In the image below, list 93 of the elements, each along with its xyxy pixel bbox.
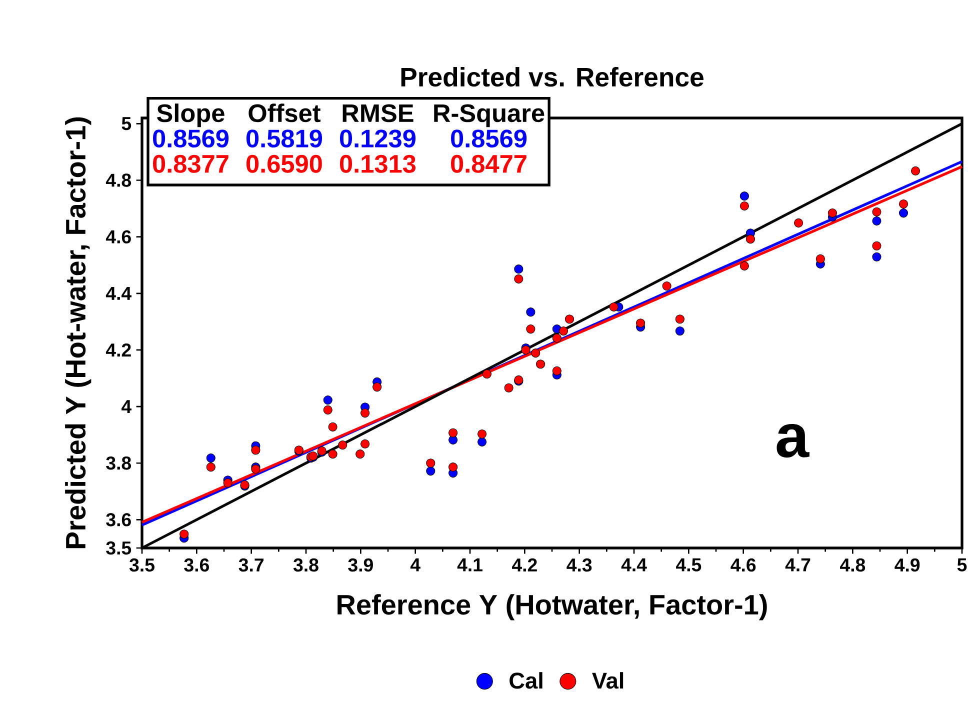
point xyxy=(828,208,837,218)
x-tick-label: 3.7 xyxy=(238,558,264,572)
x-tick-label: 3.9 xyxy=(348,558,373,572)
point xyxy=(356,450,365,459)
point xyxy=(180,530,189,539)
point xyxy=(898,208,908,218)
point xyxy=(426,466,436,476)
point xyxy=(609,302,618,312)
point xyxy=(206,462,216,472)
point xyxy=(223,478,232,488)
point xyxy=(206,454,216,463)
point xyxy=(372,382,382,392)
x-tick-label: 4.8 xyxy=(840,558,866,572)
point xyxy=(558,326,568,336)
x-tick-label: 4.6 xyxy=(730,558,756,572)
x-tick-label: 4.3 xyxy=(566,558,592,572)
point xyxy=(514,264,524,274)
point xyxy=(526,308,536,317)
x-tick-label: 3.8 xyxy=(293,558,318,572)
point xyxy=(338,440,348,450)
point xyxy=(740,201,749,211)
annotation: 0.5819 xyxy=(246,130,322,148)
legend-label: Cal xyxy=(510,672,542,689)
x-tick-label: 3.6 xyxy=(184,558,209,572)
chart-title: Predicted vs. Reference xyxy=(401,67,704,87)
point xyxy=(552,366,562,376)
point xyxy=(426,458,436,468)
point xyxy=(536,360,546,369)
point xyxy=(794,218,804,228)
annotation: Offset xyxy=(248,104,320,122)
point xyxy=(477,437,487,446)
point xyxy=(448,428,458,438)
point xyxy=(552,334,562,343)
point xyxy=(251,446,260,455)
y-tick-label: 4 xyxy=(122,400,132,413)
point xyxy=(675,326,684,336)
annotation: 0.1239 xyxy=(340,130,416,148)
y-tick-label: 4.6 xyxy=(106,230,131,244)
x-tick-label: 4.4 xyxy=(621,558,647,572)
x-axis-title: Reference Y (Hotwater, Factor-1) xyxy=(338,594,767,620)
point xyxy=(740,192,749,201)
y-tick-label: 4.4 xyxy=(106,286,132,300)
y-tick-label: 3.6 xyxy=(106,513,131,526)
y-tick-label: 5 xyxy=(122,117,132,130)
annotation: R-Square xyxy=(434,104,544,128)
point xyxy=(872,207,882,216)
x-tick-label: 4 xyxy=(410,558,420,572)
point xyxy=(636,318,646,328)
x-tick-label: 5 xyxy=(957,558,967,572)
point xyxy=(514,274,524,284)
y-tick-label: 3.8 xyxy=(106,456,132,470)
point xyxy=(564,314,574,324)
point xyxy=(898,199,908,209)
point xyxy=(328,422,338,432)
y-tick-label: 4.8 xyxy=(106,174,132,187)
point xyxy=(526,324,536,334)
point xyxy=(323,405,332,414)
point xyxy=(675,314,684,324)
point xyxy=(323,396,332,405)
annotation: 0.8569 xyxy=(451,130,527,148)
annotation: 0.8569 xyxy=(153,130,229,148)
point xyxy=(872,252,882,262)
annotation: RMSE xyxy=(342,104,414,122)
point xyxy=(872,241,882,250)
point xyxy=(360,408,370,418)
point xyxy=(477,429,487,439)
point xyxy=(360,439,370,448)
point xyxy=(448,462,458,472)
point xyxy=(531,348,540,358)
annotation: 0.1313 xyxy=(340,154,416,173)
point xyxy=(746,234,755,244)
point xyxy=(816,254,825,264)
point xyxy=(328,450,338,459)
point xyxy=(504,383,514,392)
annotation: Slope xyxy=(156,104,224,128)
x-tick-label: 4.9 xyxy=(894,558,920,572)
y-tick-label: 3.5 xyxy=(106,541,132,555)
point xyxy=(911,166,920,176)
y-axis-title: Predicted Y (Hot-water, Factor-1) xyxy=(65,117,92,548)
point xyxy=(740,261,749,270)
x-tick-label: 4.2 xyxy=(512,558,537,572)
annotation: 0.6590 xyxy=(246,154,322,173)
y-tick-label: 4.2 xyxy=(106,343,131,356)
x-tick-label: 4.7 xyxy=(785,558,810,572)
point xyxy=(872,216,882,226)
x-tick-label: 4.5 xyxy=(676,558,702,572)
annotation: 0.8377 xyxy=(153,154,228,173)
annotation: 0.8477 xyxy=(451,154,526,173)
annotation: a xyxy=(776,424,810,458)
legend-label: Val xyxy=(592,672,624,689)
point xyxy=(662,282,672,291)
x-tick-label: 4.1 xyxy=(457,558,482,572)
point xyxy=(482,369,492,379)
